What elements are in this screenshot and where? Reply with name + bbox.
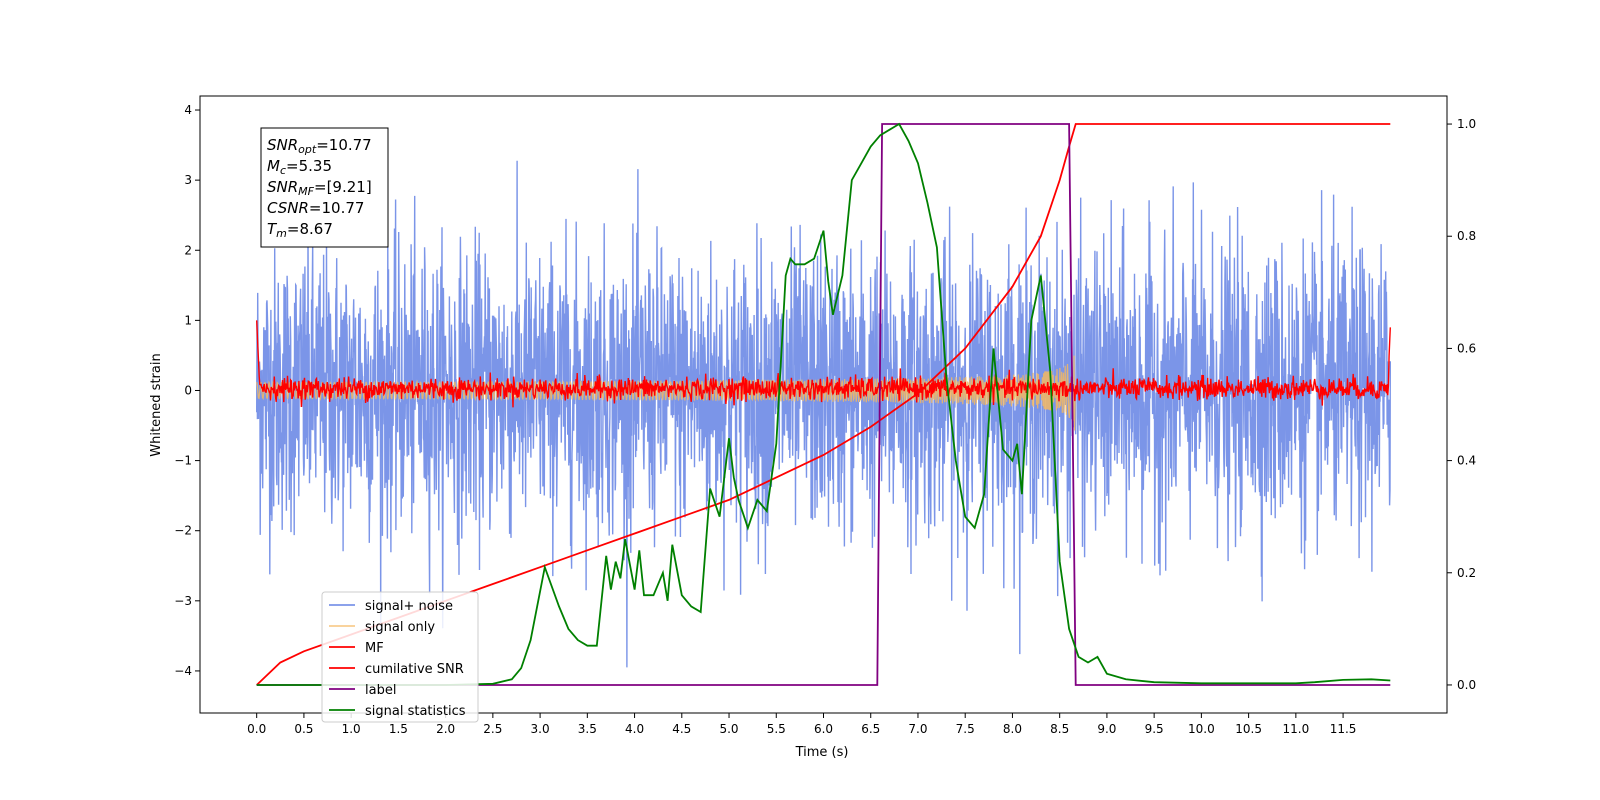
info-entry: CSNR=10.77 [267,199,364,217]
y-tick-label: 4 [184,103,192,117]
series-label [256,123,1391,686]
x-tick-label: 10.5 [1235,722,1262,736]
y-axis-label: Whitened strain [149,353,164,456]
x-axis: 0.0 0.5 1.0 1.5 2.0 2.5 3.0 3.5 4.0 4.5 5.0 5.5 6.0 6… [247,713,1356,736]
legend-label: label [365,683,396,698]
x-tick-label: 5.5 [767,722,786,736]
info-entry: SNRopt=10.77 [267,136,372,156]
legend: signal+ noise signal only MF cumilative SNR… [321,591,479,723]
x-tick-label: 11.0 [1282,722,1309,736]
y2-tick-label: 0.8 [1457,229,1476,243]
series-signal-statistics [256,122,1391,686]
legend-frame [321,591,479,723]
x-tick-label: 4.5 [672,722,691,736]
x-tick-label: 11.5 [1330,722,1357,736]
legend-label: MF [365,641,384,656]
x-tick-label: 0.5 [294,722,313,736]
x-tick-label: 6.0 [814,722,833,736]
x-tick-label: 8.0 [1003,722,1022,736]
x-tick-label: 7.5 [956,722,975,736]
x-tick-label: 8.5 [1050,722,1069,736]
x-tick-label: 3.0 [531,722,550,736]
y-tick-label: −4 [174,664,192,678]
y-axis-left: −4 −3 −2 −1 0 1 2 3 4 [174,103,200,678]
x-tick-label: 1.5 [389,722,408,736]
legend-label: signal+ noise [365,599,453,614]
y-tick-label: 2 [184,243,192,257]
legend-label: signal only [365,620,435,635]
x-tick-label: 5.0 [719,722,738,736]
legend-label: signal statistics [365,704,466,719]
series-signal-noise [256,160,1391,668]
y2-tick-label: 0.6 [1457,341,1476,355]
y-tick-label: 3 [184,173,192,187]
y-tick-label: −3 [174,594,192,608]
y2-tick-label: 1.0 [1457,117,1476,131]
x-tick-label: 4.0 [625,722,644,736]
x-tick-label: 10.0 [1188,722,1215,736]
info-entry: Tm=8.67 [267,220,333,240]
x-tick-label: 0.0 [247,722,266,736]
series-mf [256,320,1391,408]
y-tick-label: 1 [184,313,192,327]
y-tick-label: −1 [174,454,192,468]
info-entry: SNRMF=[9.21] [267,178,372,198]
info-entry: Mc=5.35 [267,157,332,177]
y-axis-right: 0.0 0.2 0.4 0.6 0.8 1.0 [1447,117,1476,692]
x-tick-label: 1.0 [342,722,361,736]
x-tick-label: 3.5 [578,722,597,736]
x-tick-label: 2.0 [436,722,455,736]
y2-tick-label: 0.0 [1457,678,1476,692]
x-tick-label: 2.5 [483,722,502,736]
x-tick-label: 9.0 [1097,722,1116,736]
y-tick-label: 0 [184,383,192,397]
y2-tick-label: 0.4 [1457,454,1476,468]
legend-label: cumilative SNR [365,662,464,677]
info-box-frame [260,127,389,248]
x-axis-label: Time (s) [795,745,849,760]
x-tick-label: 7.0 [908,722,927,736]
y2-tick-label: 0.2 [1457,566,1476,580]
x-tick-label: 9.5 [1145,722,1164,736]
info-box: SNRopt=10.77Mc=5.35SNRMF=[9.21]CSNR=10.7… [260,127,389,248]
y-tick-label: −2 [174,524,192,538]
x-tick-label: 6.5 [861,722,880,736]
